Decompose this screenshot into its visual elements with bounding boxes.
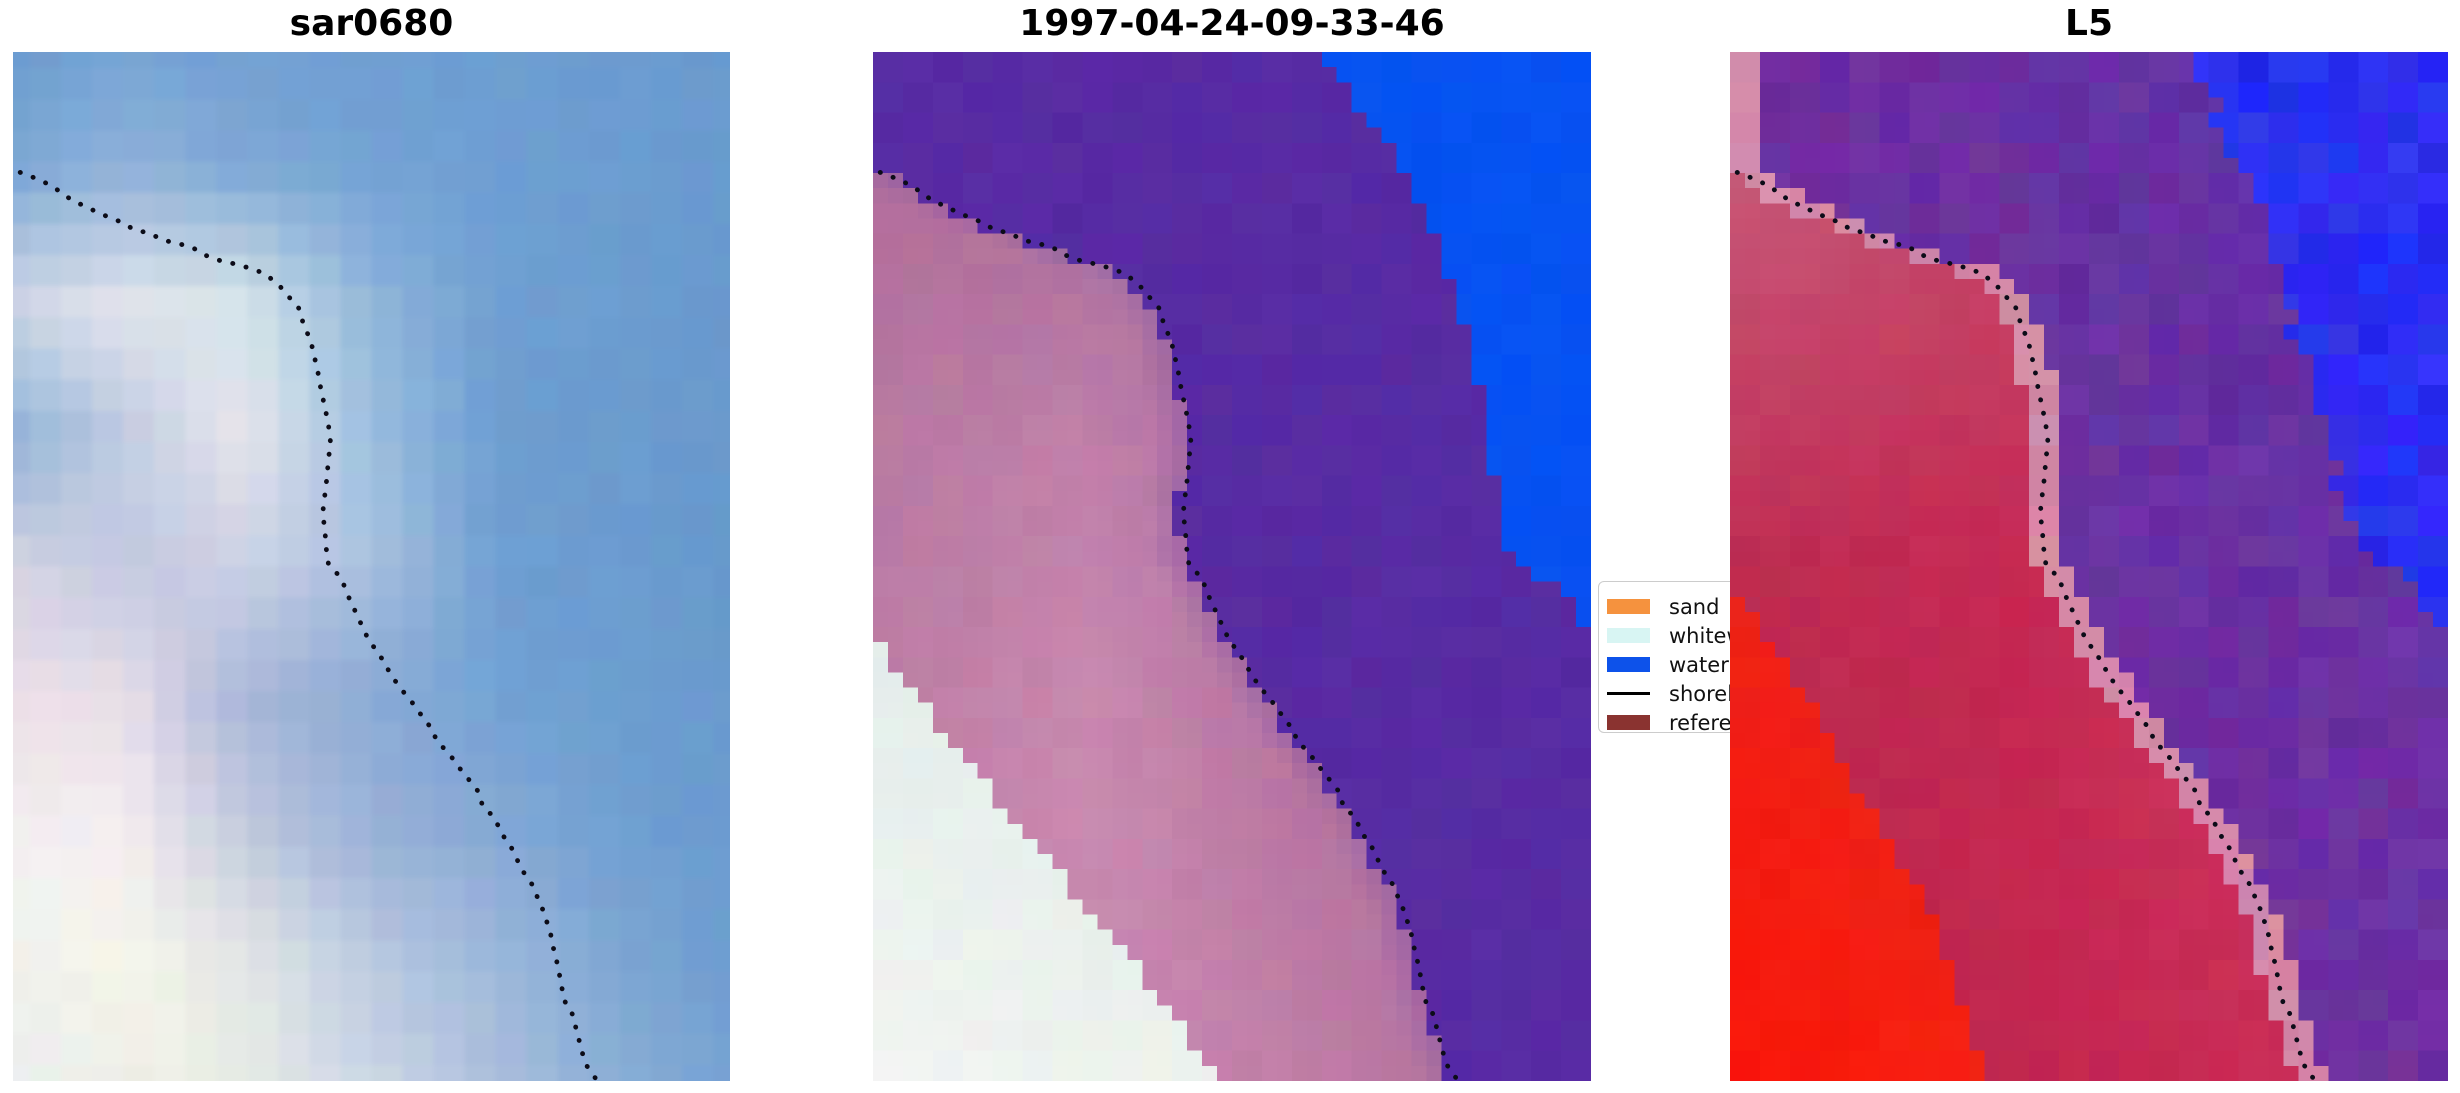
legend-label: sand (1669, 594, 1720, 619)
legend-swatch-sand (1607, 599, 1650, 614)
legend-swatch-shoreline (1607, 692, 1650, 695)
legend-label: water (1669, 652, 1729, 677)
L5-pixel-raster (1730, 52, 2448, 1081)
subplot-title-date: 1997-04-24-09-33-46 (1019, 3, 1445, 44)
sar-panel-image (13, 52, 730, 1081)
legend-swatch-reference (1607, 715, 1650, 730)
classified-panel-image (873, 52, 1591, 1081)
legend-swatch-whitewater (1607, 628, 1650, 643)
sar0680-pixel-raster (13, 52, 730, 1081)
legend-swatch-water (1607, 657, 1650, 672)
l5-panel-image (1730, 52, 2448, 1081)
subplot-title-sar0680: sar0680 (289, 3, 454, 44)
legend-item-sand: sand (1607, 592, 1889, 621)
subplot-title-l5: L5 (2065, 3, 2113, 44)
classified-pixel-raster (873, 52, 1591, 1081)
legend-item-water: water (1607, 650, 1889, 679)
